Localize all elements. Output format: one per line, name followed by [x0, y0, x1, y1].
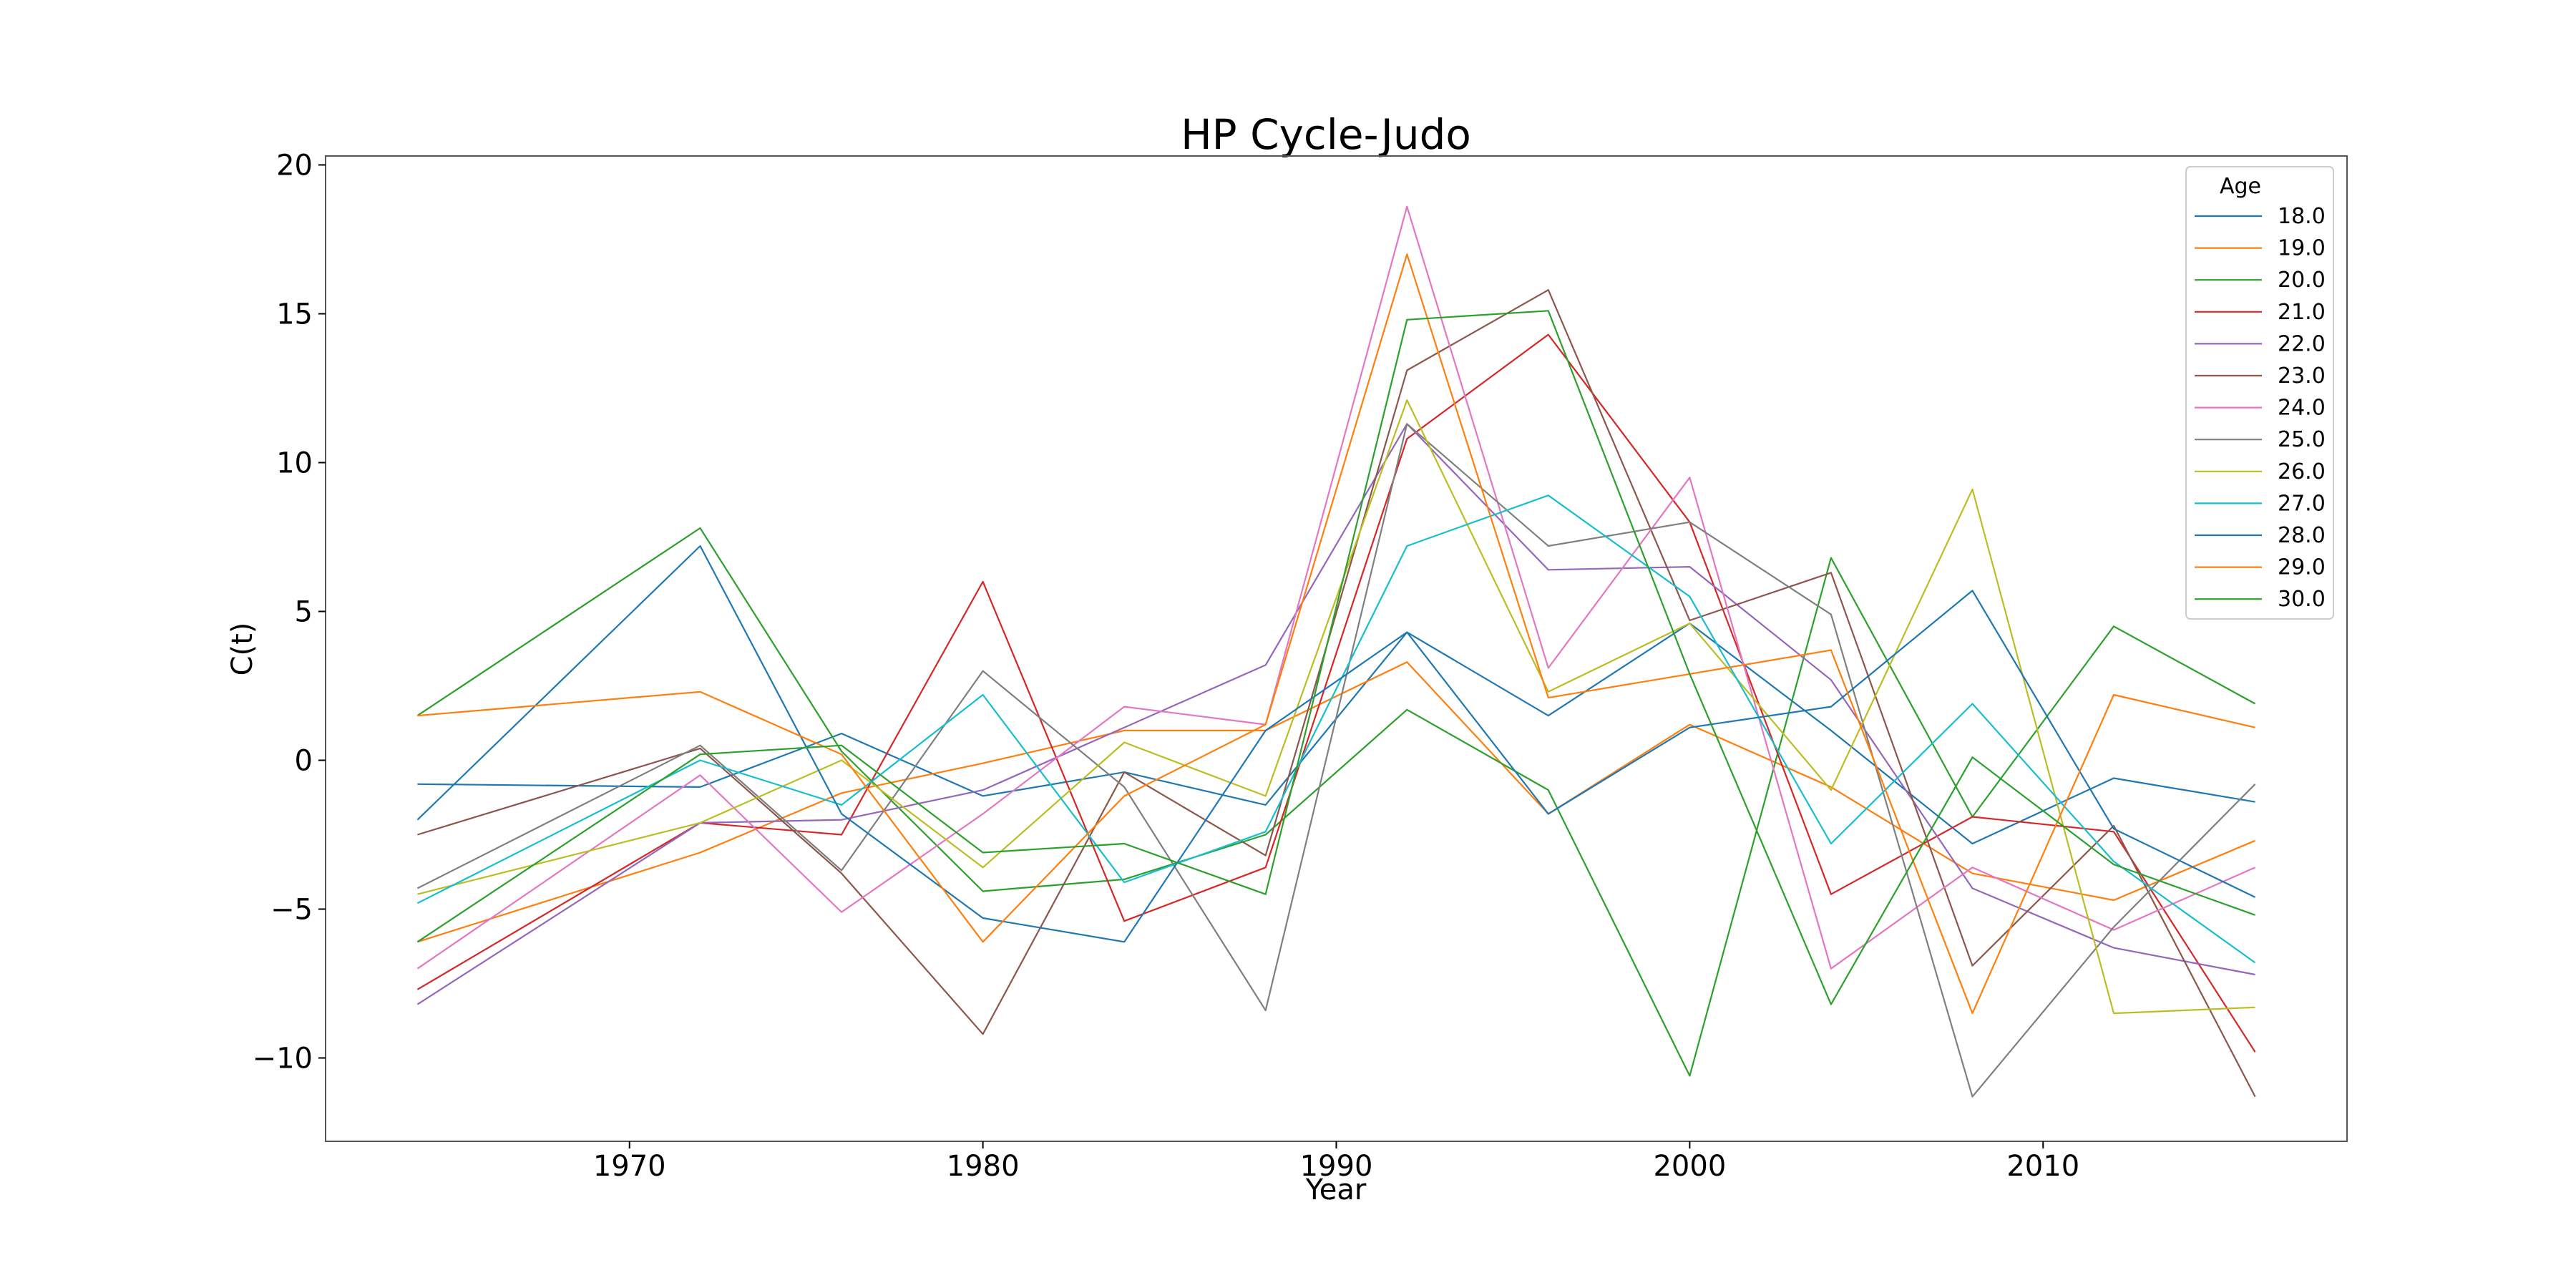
x-axis-ticks: 1970 1980 1990 2000 2010	[593, 1141, 2079, 1183]
legend-title: Age	[2220, 174, 2261, 199]
legend-label-26.0: 26.0	[2278, 459, 2326, 484]
series-line-29.0	[417, 253, 2255, 1015]
x-tick-label: 1980	[947, 1150, 1020, 1183]
x-axis-label: Year	[1305, 1174, 1367, 1206]
legend-label-23.0: 23.0	[2278, 364, 2326, 389]
series-line-23.0	[417, 289, 2256, 1098]
y-axis-label: C(t)	[226, 623, 259, 676]
series-line-28.0	[416, 545, 2256, 943]
series-line-27.0	[416, 494, 2256, 964]
series-line-30.0	[416, 310, 2255, 1005]
legend-label-24.0: 24.0	[2278, 396, 2326, 421]
series-line-18.0	[417, 622, 2255, 845]
legend-label-22.0: 22.0	[2278, 331, 2326, 356]
chart-title: HP Cycle-Judo	[1181, 110, 1471, 159]
y-tick-label: −5	[270, 894, 313, 927]
y-tick-label: 0	[295, 745, 313, 778]
x-tick-label: 2010	[2006, 1150, 2079, 1183]
series-lines	[416, 205, 2256, 1098]
legend-label-27.0: 27.0	[2278, 491, 2326, 516]
x-tick-label: 2000	[1653, 1150, 1726, 1183]
y-tick-label: 20	[276, 149, 313, 182]
legend-label-19.0: 19.0	[2278, 236, 2326, 261]
plot-area-frame	[325, 155, 2348, 1142]
x-tick-label: 1970	[593, 1150, 666, 1183]
legend: Age 18.0 19.0 20.0 21.0 22.0 23.0 24.0 25.0 26.0…	[2185, 166, 2334, 620]
x-tick-label: 1990	[1300, 1150, 1373, 1183]
series-line-19.0	[417, 661, 2256, 943]
legend-label-21.0: 21.0	[2278, 300, 2326, 325]
y-tick-label: 10	[276, 447, 313, 479]
legend-label-25.0: 25.0	[2278, 427, 2326, 452]
series-line-25.0	[416, 423, 2256, 1098]
y-tick-label: 5	[295, 595, 313, 628]
series-line-24.0	[416, 205, 2256, 970]
series-line-21.0	[416, 333, 2256, 1053]
y-tick-label: 15	[276, 298, 313, 331]
series-line-26.0	[417, 399, 2255, 1015]
legend-items: 18.0 19.0 20.0 21.0 22.0 23.0 24.0 25.0 26.0 27.0…	[2195, 204, 2326, 612]
legend-label-28.0: 28.0	[2278, 523, 2326, 548]
legend-box	[2185, 166, 2334, 620]
y-axis-ticks: −10 −5 0 5 10 15 20	[253, 149, 326, 1075]
legend-label-20.0: 20.0	[2278, 268, 2326, 293]
y-tick-label: −10	[253, 1043, 313, 1075]
legend-label-30.0: 30.0	[2278, 587, 2326, 612]
legend-label-18.0: 18.0	[2278, 204, 2326, 229]
legend-label-29.0: 29.0	[2278, 555, 2326, 580]
